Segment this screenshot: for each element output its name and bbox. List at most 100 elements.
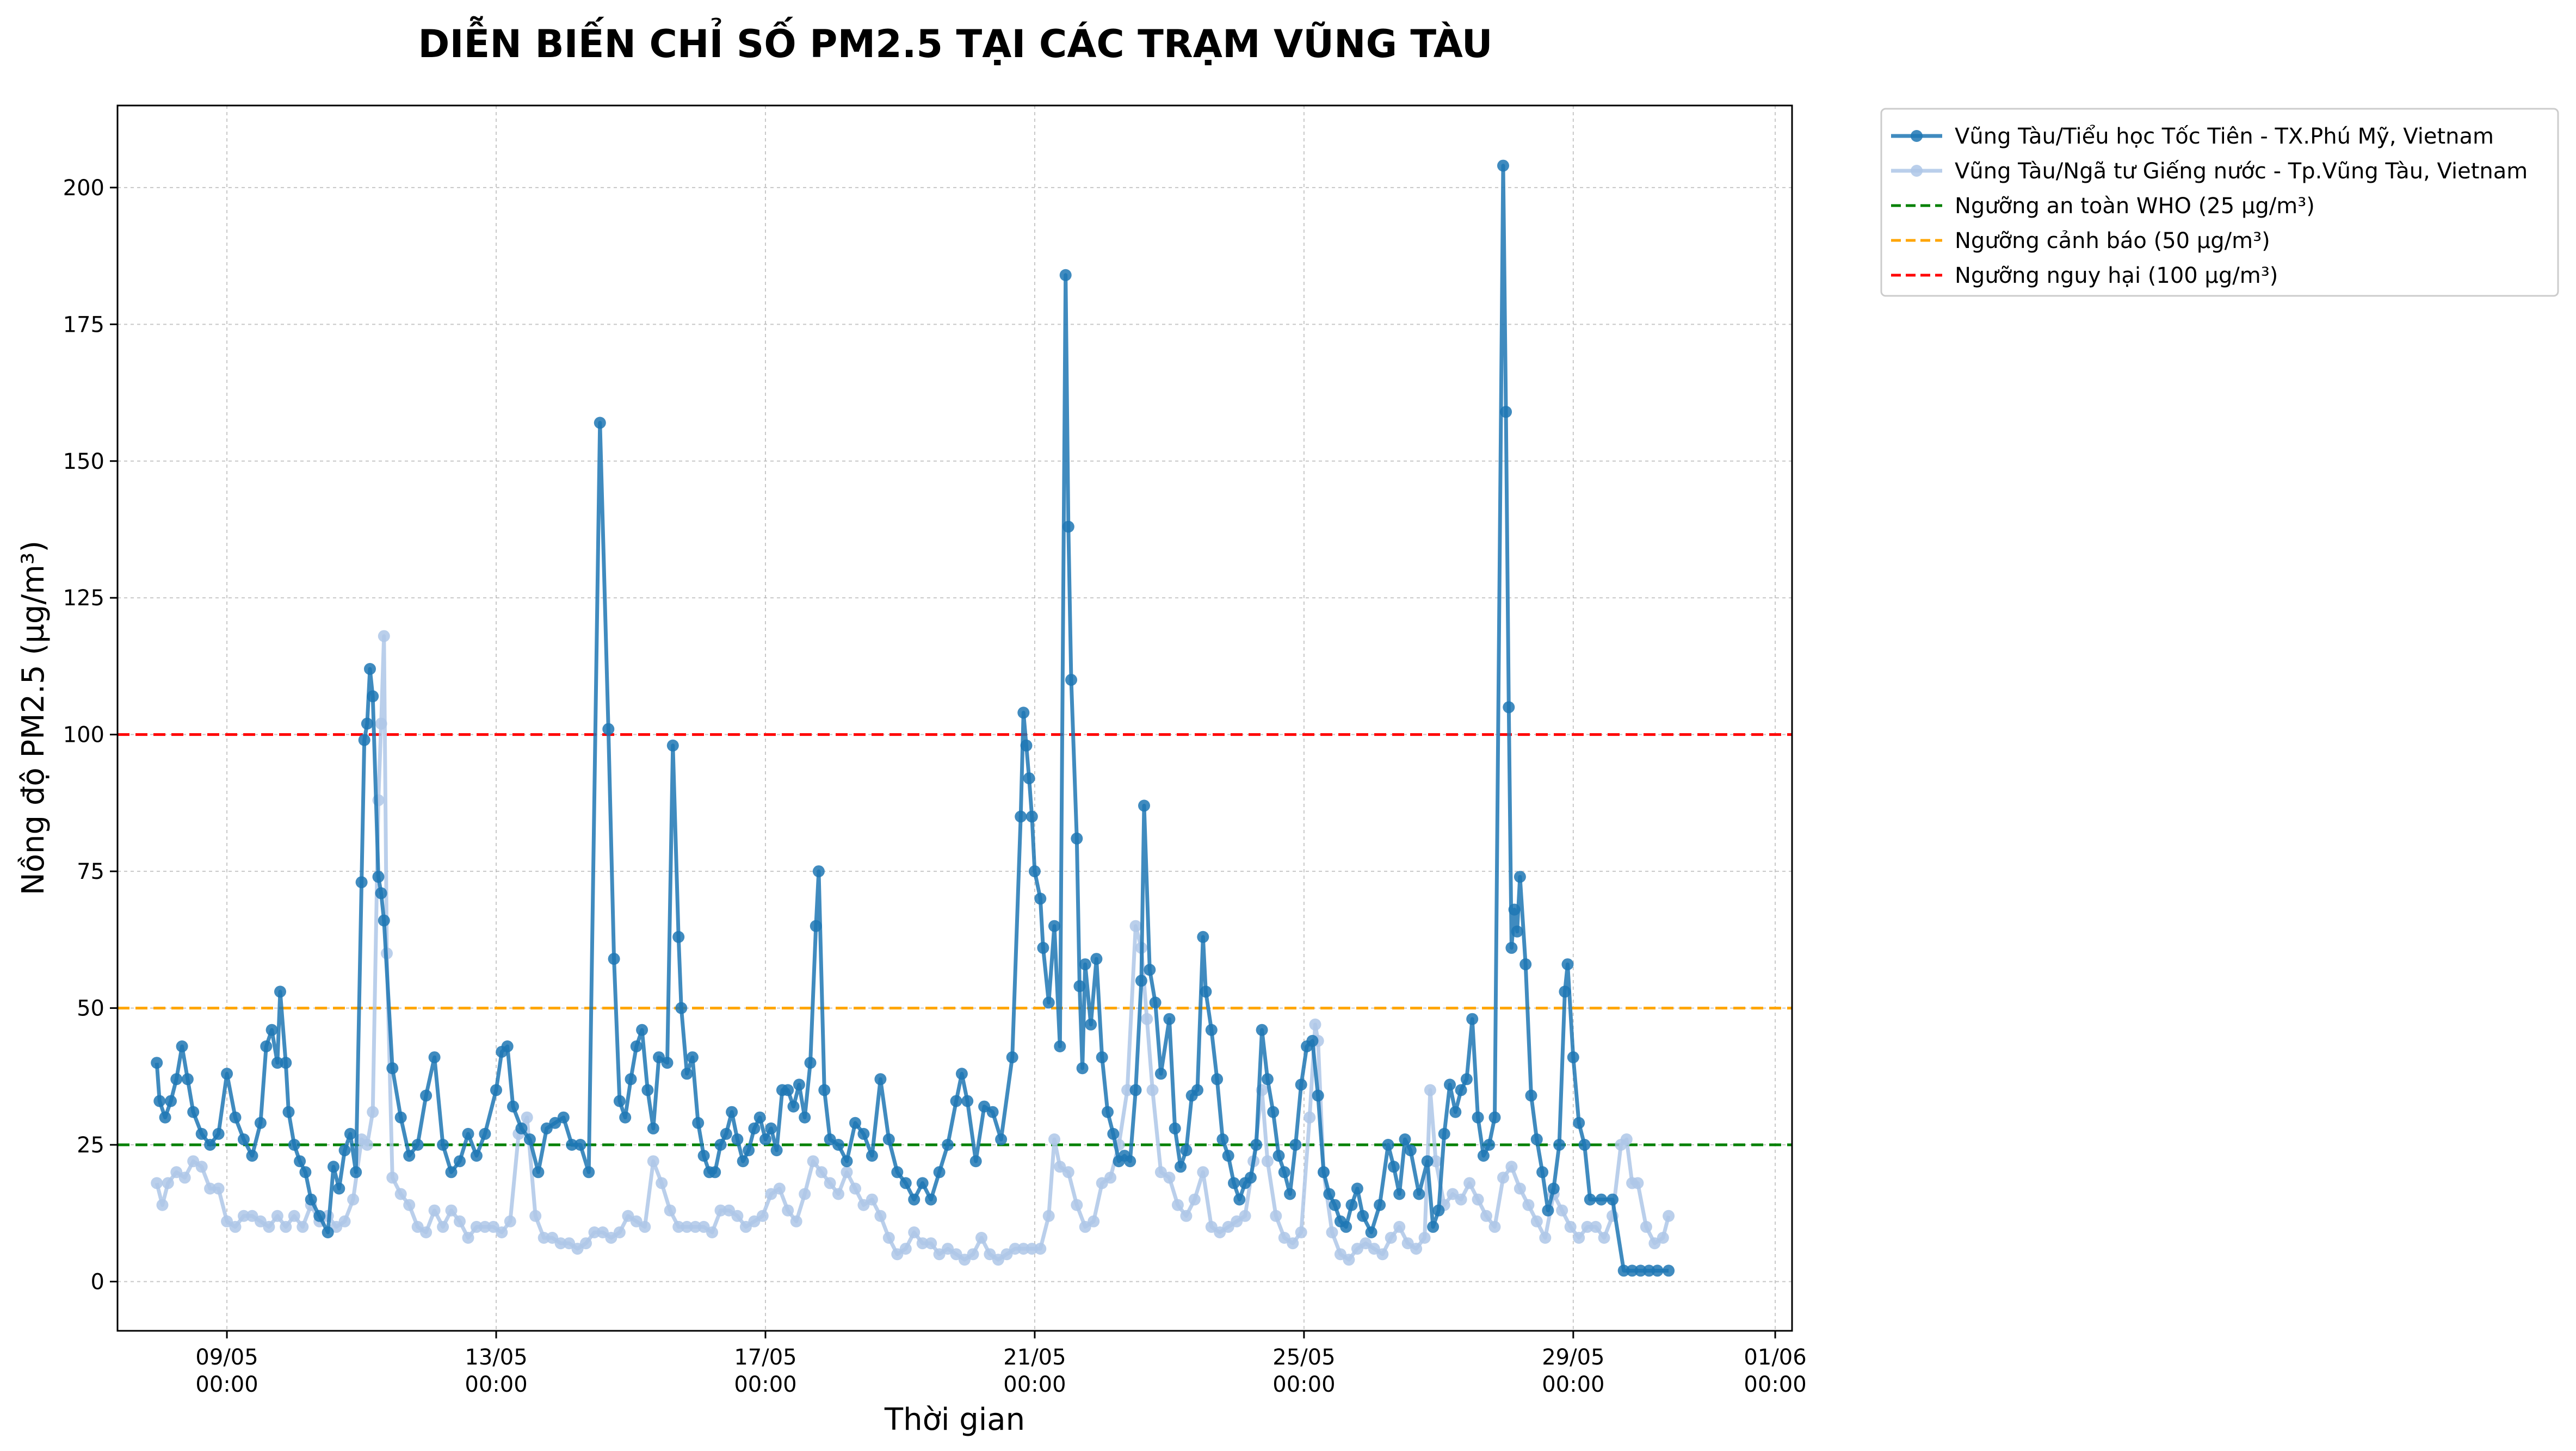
data-point — [1399, 1133, 1411, 1145]
data-point — [288, 1139, 300, 1151]
data-point — [1034, 1243, 1047, 1255]
data-point — [1503, 701, 1515, 714]
data-point — [818, 1084, 831, 1096]
data-point — [613, 1226, 626, 1238]
data-point — [574, 1139, 586, 1151]
data-point — [212, 1182, 225, 1195]
legend-box — [1880, 108, 2559, 297]
data-point — [1351, 1182, 1363, 1195]
data-point — [1553, 1139, 1566, 1151]
data-point — [714, 1139, 727, 1151]
data-point — [1547, 1182, 1560, 1195]
data-point — [1017, 1243, 1030, 1255]
data-point — [625, 1073, 637, 1086]
data-point — [961, 1095, 974, 1107]
data-point — [1460, 1073, 1473, 1086]
data-point — [490, 1084, 502, 1096]
data-point — [706, 1226, 718, 1238]
y-tick-label: 25 — [77, 1133, 104, 1158]
data-point — [891, 1166, 904, 1179]
data-point — [689, 1220, 702, 1233]
data-point — [580, 1237, 592, 1250]
data-series — [151, 159, 1675, 1277]
data-point — [1477, 1150, 1490, 1162]
data-point — [1578, 1139, 1591, 1151]
data-point — [305, 1193, 317, 1206]
legend-label: Ngưỡng nguy hại (100 µg/m³) — [1955, 263, 2278, 288]
data-point — [1233, 1193, 1246, 1206]
data-point — [1455, 1084, 1467, 1096]
data-point — [333, 1182, 345, 1195]
data-point — [672, 931, 685, 943]
data-point — [204, 1139, 217, 1151]
data-point — [661, 1057, 674, 1069]
data-point — [1643, 1264, 1655, 1277]
data-point — [394, 1111, 407, 1124]
data-point — [1326, 1226, 1338, 1238]
data-point — [1020, 739, 1033, 752]
x-tick-label-time: 00:00 — [1744, 1372, 1806, 1397]
data-point — [807, 1155, 819, 1168]
data-point — [726, 1106, 738, 1118]
data-point — [812, 865, 825, 878]
data-point — [709, 1166, 721, 1179]
data-point — [636, 1024, 648, 1036]
data-point — [866, 1150, 878, 1162]
data-point — [566, 1139, 578, 1151]
data-point — [672, 1220, 685, 1233]
data-point — [1312, 1089, 1324, 1102]
data-point — [546, 1232, 559, 1244]
x-tick-label-time: 00:00 — [1272, 1372, 1335, 1397]
data-point — [1497, 159, 1509, 172]
data-point — [1385, 1232, 1397, 1244]
x-tick-label: 01/06 — [1744, 1345, 1806, 1370]
data-point — [254, 1117, 267, 1129]
data-point — [1376, 1248, 1389, 1261]
data-point — [942, 1139, 954, 1151]
data-point — [1323, 1188, 1336, 1200]
legend-item: Ngưỡng cảnh báo (50 µg/m³) — [1891, 228, 2270, 253]
data-point — [1480, 1210, 1492, 1222]
data-point — [496, 1226, 508, 1238]
data-point — [799, 1111, 811, 1124]
data-point — [204, 1182, 217, 1195]
plot-area-frame — [116, 104, 1793, 1332]
data-point — [504, 1215, 516, 1227]
data-point — [454, 1215, 466, 1227]
data-point — [1466, 1013, 1479, 1025]
data-point — [1205, 1024, 1218, 1036]
data-point — [347, 1193, 360, 1206]
data-point — [916, 1177, 929, 1189]
data-point — [756, 1210, 769, 1222]
data-point — [1421, 1155, 1434, 1168]
data-point — [254, 1215, 267, 1227]
data-point — [1427, 1220, 1440, 1233]
y-tick-label: 125 — [63, 586, 104, 611]
data-point — [462, 1127, 474, 1140]
data-point — [1488, 1111, 1501, 1124]
data-point — [288, 1210, 300, 1222]
data-point — [229, 1111, 242, 1124]
data-point — [619, 1111, 632, 1124]
data-point — [681, 1220, 693, 1233]
data-point — [428, 1051, 441, 1064]
data-point — [1418, 1232, 1431, 1244]
data-point — [411, 1139, 424, 1151]
data-point — [641, 1084, 654, 1096]
data-point — [647, 1155, 659, 1168]
data-point — [1287, 1237, 1299, 1250]
data-point — [1062, 520, 1074, 533]
data-point — [1343, 1254, 1355, 1266]
data-point — [770, 1144, 783, 1157]
data-point — [1536, 1166, 1549, 1179]
data-point — [361, 717, 373, 730]
data-point — [378, 630, 390, 642]
data-point — [1085, 1018, 1097, 1031]
data-point — [967, 1248, 979, 1261]
data-point — [748, 1122, 761, 1134]
data-point — [1216, 1133, 1229, 1145]
data-point — [479, 1220, 491, 1233]
data-point — [428, 1204, 441, 1217]
data-point — [1598, 1232, 1610, 1244]
data-point — [1211, 1073, 1224, 1086]
